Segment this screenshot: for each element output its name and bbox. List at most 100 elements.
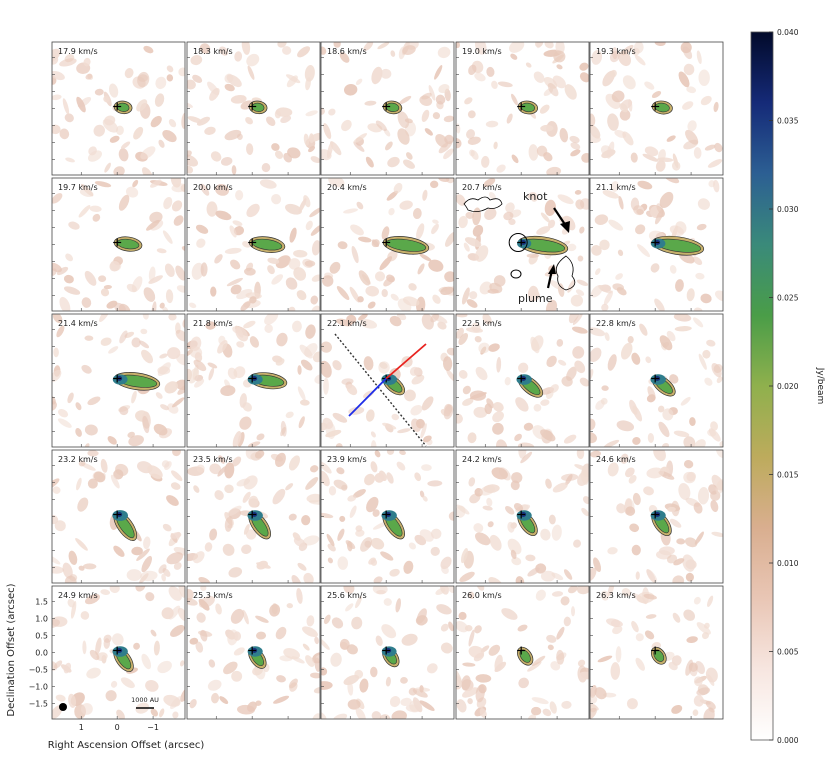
emission	[382, 236, 430, 255]
noise-blob	[399, 200, 413, 210]
noise-blob	[567, 279, 576, 293]
noise-blob	[310, 295, 319, 305]
noise-blob	[305, 110, 318, 117]
noise-blob	[422, 435, 432, 443]
noise-blob	[540, 528, 551, 541]
noise-blob	[687, 120, 697, 132]
noise-blob	[485, 120, 499, 128]
noise-blob	[159, 353, 168, 359]
noise-blob	[635, 657, 646, 671]
noise-blob	[458, 215, 468, 229]
noise-blob	[70, 601, 77, 619]
noise-blob	[52, 619, 61, 629]
channel-panel: 20.0 km/s	[186, 177, 321, 312]
noise-blob	[448, 621, 454, 632]
noise-blob	[556, 64, 563, 70]
velocity-label: 24.6 km/s	[596, 455, 636, 464]
noise-blob	[552, 482, 568, 493]
noise-blob	[556, 339, 564, 347]
noise-blob	[590, 125, 601, 139]
noise-blob	[621, 44, 634, 56]
noise-blob	[107, 436, 117, 445]
noise-blob	[283, 648, 300, 660]
noise-blob	[669, 518, 682, 528]
noise-field	[321, 450, 454, 583]
noise-blob	[400, 697, 412, 706]
noise-blob	[393, 182, 403, 194]
channel-panel: 20.4 km/s	[320, 177, 455, 312]
noise-blob	[414, 472, 422, 482]
noise-blob	[590, 284, 603, 298]
noise-blob	[159, 708, 165, 718]
noise-blob	[381, 288, 388, 298]
noise-blob	[662, 443, 670, 447]
noise-blob	[378, 470, 387, 482]
noise-blob	[629, 399, 638, 415]
noise-blob	[666, 330, 676, 342]
noise-blob	[704, 144, 716, 151]
noise-blob	[297, 562, 307, 571]
noise-blob	[52, 70, 65, 81]
noise-blob	[590, 695, 598, 704]
noise-blob	[237, 704, 255, 715]
noise-blob	[285, 411, 294, 419]
noise-blob	[191, 262, 204, 280]
noise-blob	[474, 625, 482, 634]
noise-blob	[389, 696, 401, 708]
velocity-label: 23.5 km/s	[193, 455, 233, 464]
noise-blob	[629, 523, 640, 533]
noise-blob	[57, 409, 69, 418]
noise-blob	[667, 506, 676, 512]
panel-grid: 17.9 km/s 18.3 km/s 18.6 km/s 19.0 km/s 19.3…	[29, 41, 724, 732]
noise-blob	[195, 224, 209, 234]
colorbar-tick-label: 0.035	[777, 117, 799, 126]
noise-blob	[496, 357, 502, 373]
noise-field	[590, 42, 723, 172]
noise-blob	[696, 687, 711, 696]
noise-blob	[427, 480, 443, 487]
noise-blob	[668, 661, 678, 671]
noise-blob	[136, 99, 148, 112]
y-tick-label: 0.5	[35, 631, 48, 640]
velocity-label: 21.8 km/s	[193, 319, 233, 328]
noise-field	[322, 178, 454, 311]
noise-blob	[503, 211, 514, 221]
noise-blob	[540, 124, 554, 132]
colorbar-tick-label: 0.010	[777, 559, 799, 568]
noise-blob	[603, 439, 620, 447]
noise-blob	[474, 72, 486, 82]
noise-blob	[358, 236, 372, 243]
noise-blob	[621, 588, 631, 597]
noise-blob	[64, 575, 77, 583]
noise-blob	[533, 71, 545, 83]
noise-blob	[355, 596, 362, 609]
noise-blob	[293, 249, 308, 258]
noise-blob	[614, 129, 627, 138]
noise-blob	[76, 477, 82, 491]
beam-ellipse	[59, 703, 67, 711]
noise-blob	[371, 537, 385, 550]
noise-blob	[325, 429, 342, 438]
noise-blob	[509, 42, 525, 53]
blueshifted-axis-line	[348, 377, 387, 417]
axis-annotations: 1000 AU 1 0 −1 1.5 1.0 0.5 0.0 −0.5 −1.0 −1.5	[29, 597, 160, 732]
noise-blob	[464, 97, 473, 105]
noise-blob	[569, 135, 580, 144]
noise-blob	[426, 663, 438, 674]
noise-field	[590, 178, 723, 311]
noise-blob	[168, 119, 177, 128]
noise-blob	[674, 326, 692, 332]
noise-blob	[626, 698, 638, 710]
noise-blob	[215, 184, 230, 196]
noise-blob	[308, 145, 316, 153]
noise-blob	[590, 113, 596, 127]
noise-blob	[610, 662, 621, 680]
noise-blob	[75, 537, 88, 551]
noise-blob	[525, 62, 532, 68]
noise-blob	[462, 398, 474, 406]
noise-blob	[173, 215, 184, 226]
noise-blob	[399, 95, 412, 105]
emission	[651, 100, 673, 115]
noise-blob	[323, 123, 332, 140]
noise-blob	[405, 152, 413, 160]
